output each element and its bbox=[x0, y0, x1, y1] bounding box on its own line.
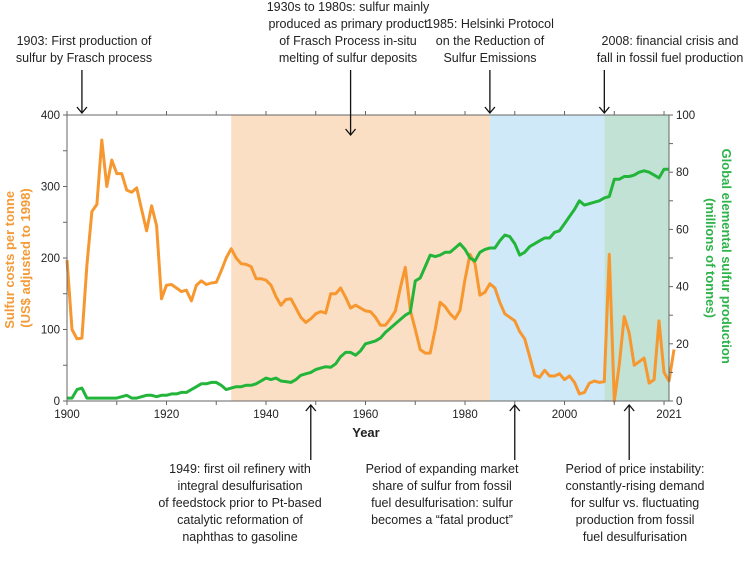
x-tick-label: 2000 bbox=[552, 409, 578, 421]
arrow-head-icon bbox=[598, 106, 610, 115]
arrow-head-icon bbox=[509, 403, 521, 412]
top-annotation: 1903: First production of sulfur by Frasc… bbox=[16, 34, 152, 65]
arrow-head-icon bbox=[305, 403, 317, 412]
x-tick-label: 1920 bbox=[154, 409, 180, 421]
y-axis-label: Sulfur costs per tonne (US$ adjusted to … bbox=[2, 187, 33, 329]
y2-axis-label: Global elemental sulfur production (mill… bbox=[703, 149, 734, 368]
shaded-period bbox=[231, 115, 490, 401]
x-tick-label: 1900 bbox=[54, 409, 80, 421]
y-tick-label: 200 bbox=[41, 253, 60, 265]
arrow-head-icon bbox=[623, 403, 635, 412]
shaded-period bbox=[489, 115, 605, 401]
bottom-annotation: Period of price instability: constantly-r… bbox=[566, 462, 705, 544]
x-axis-label: Year bbox=[352, 425, 379, 440]
x-tick-label: 1960 bbox=[353, 409, 379, 421]
y2-tick-label: 80 bbox=[676, 167, 689, 179]
top-annotation: 1985: Helsinki Protocol on the Reduction … bbox=[426, 17, 554, 65]
sulfur-production-line bbox=[67, 167, 669, 400]
bottom-annotation: 1949: first oil refinery with integral de… bbox=[158, 462, 321, 544]
y2-tick-label: 20 bbox=[676, 339, 689, 351]
arrow-head-icon bbox=[484, 106, 496, 115]
arrow-head-icon bbox=[76, 106, 88, 115]
y-tick-label: 400 bbox=[41, 110, 60, 122]
x-tick-label: 2021 bbox=[656, 409, 682, 421]
bottom-annotation: Period of expanding market share of sulfu… bbox=[366, 462, 519, 527]
shaded-period bbox=[604, 115, 669, 401]
y-tick-label: 100 bbox=[41, 325, 60, 337]
y-tick-label: 300 bbox=[41, 182, 60, 194]
y2-tick-label: 40 bbox=[676, 282, 689, 294]
y2-tick-label: 100 bbox=[676, 110, 695, 122]
sulfur-cost-line bbox=[65, 138, 676, 403]
x-tick-label: 1980 bbox=[452, 409, 478, 421]
y-tick-label: 0 bbox=[54, 396, 60, 408]
y2-tick-label: 60 bbox=[676, 224, 689, 236]
x-tick-label: 1940 bbox=[253, 409, 279, 421]
top-annotation: 1930s to 1980s: sulfur mainly produced as… bbox=[267, 0, 430, 65]
y2-tick-label: 0 bbox=[676, 396, 682, 408]
arrow-head-icon bbox=[345, 128, 357, 137]
top-annotation: 2008: financial crisis and fall in fossil… bbox=[597, 34, 744, 65]
